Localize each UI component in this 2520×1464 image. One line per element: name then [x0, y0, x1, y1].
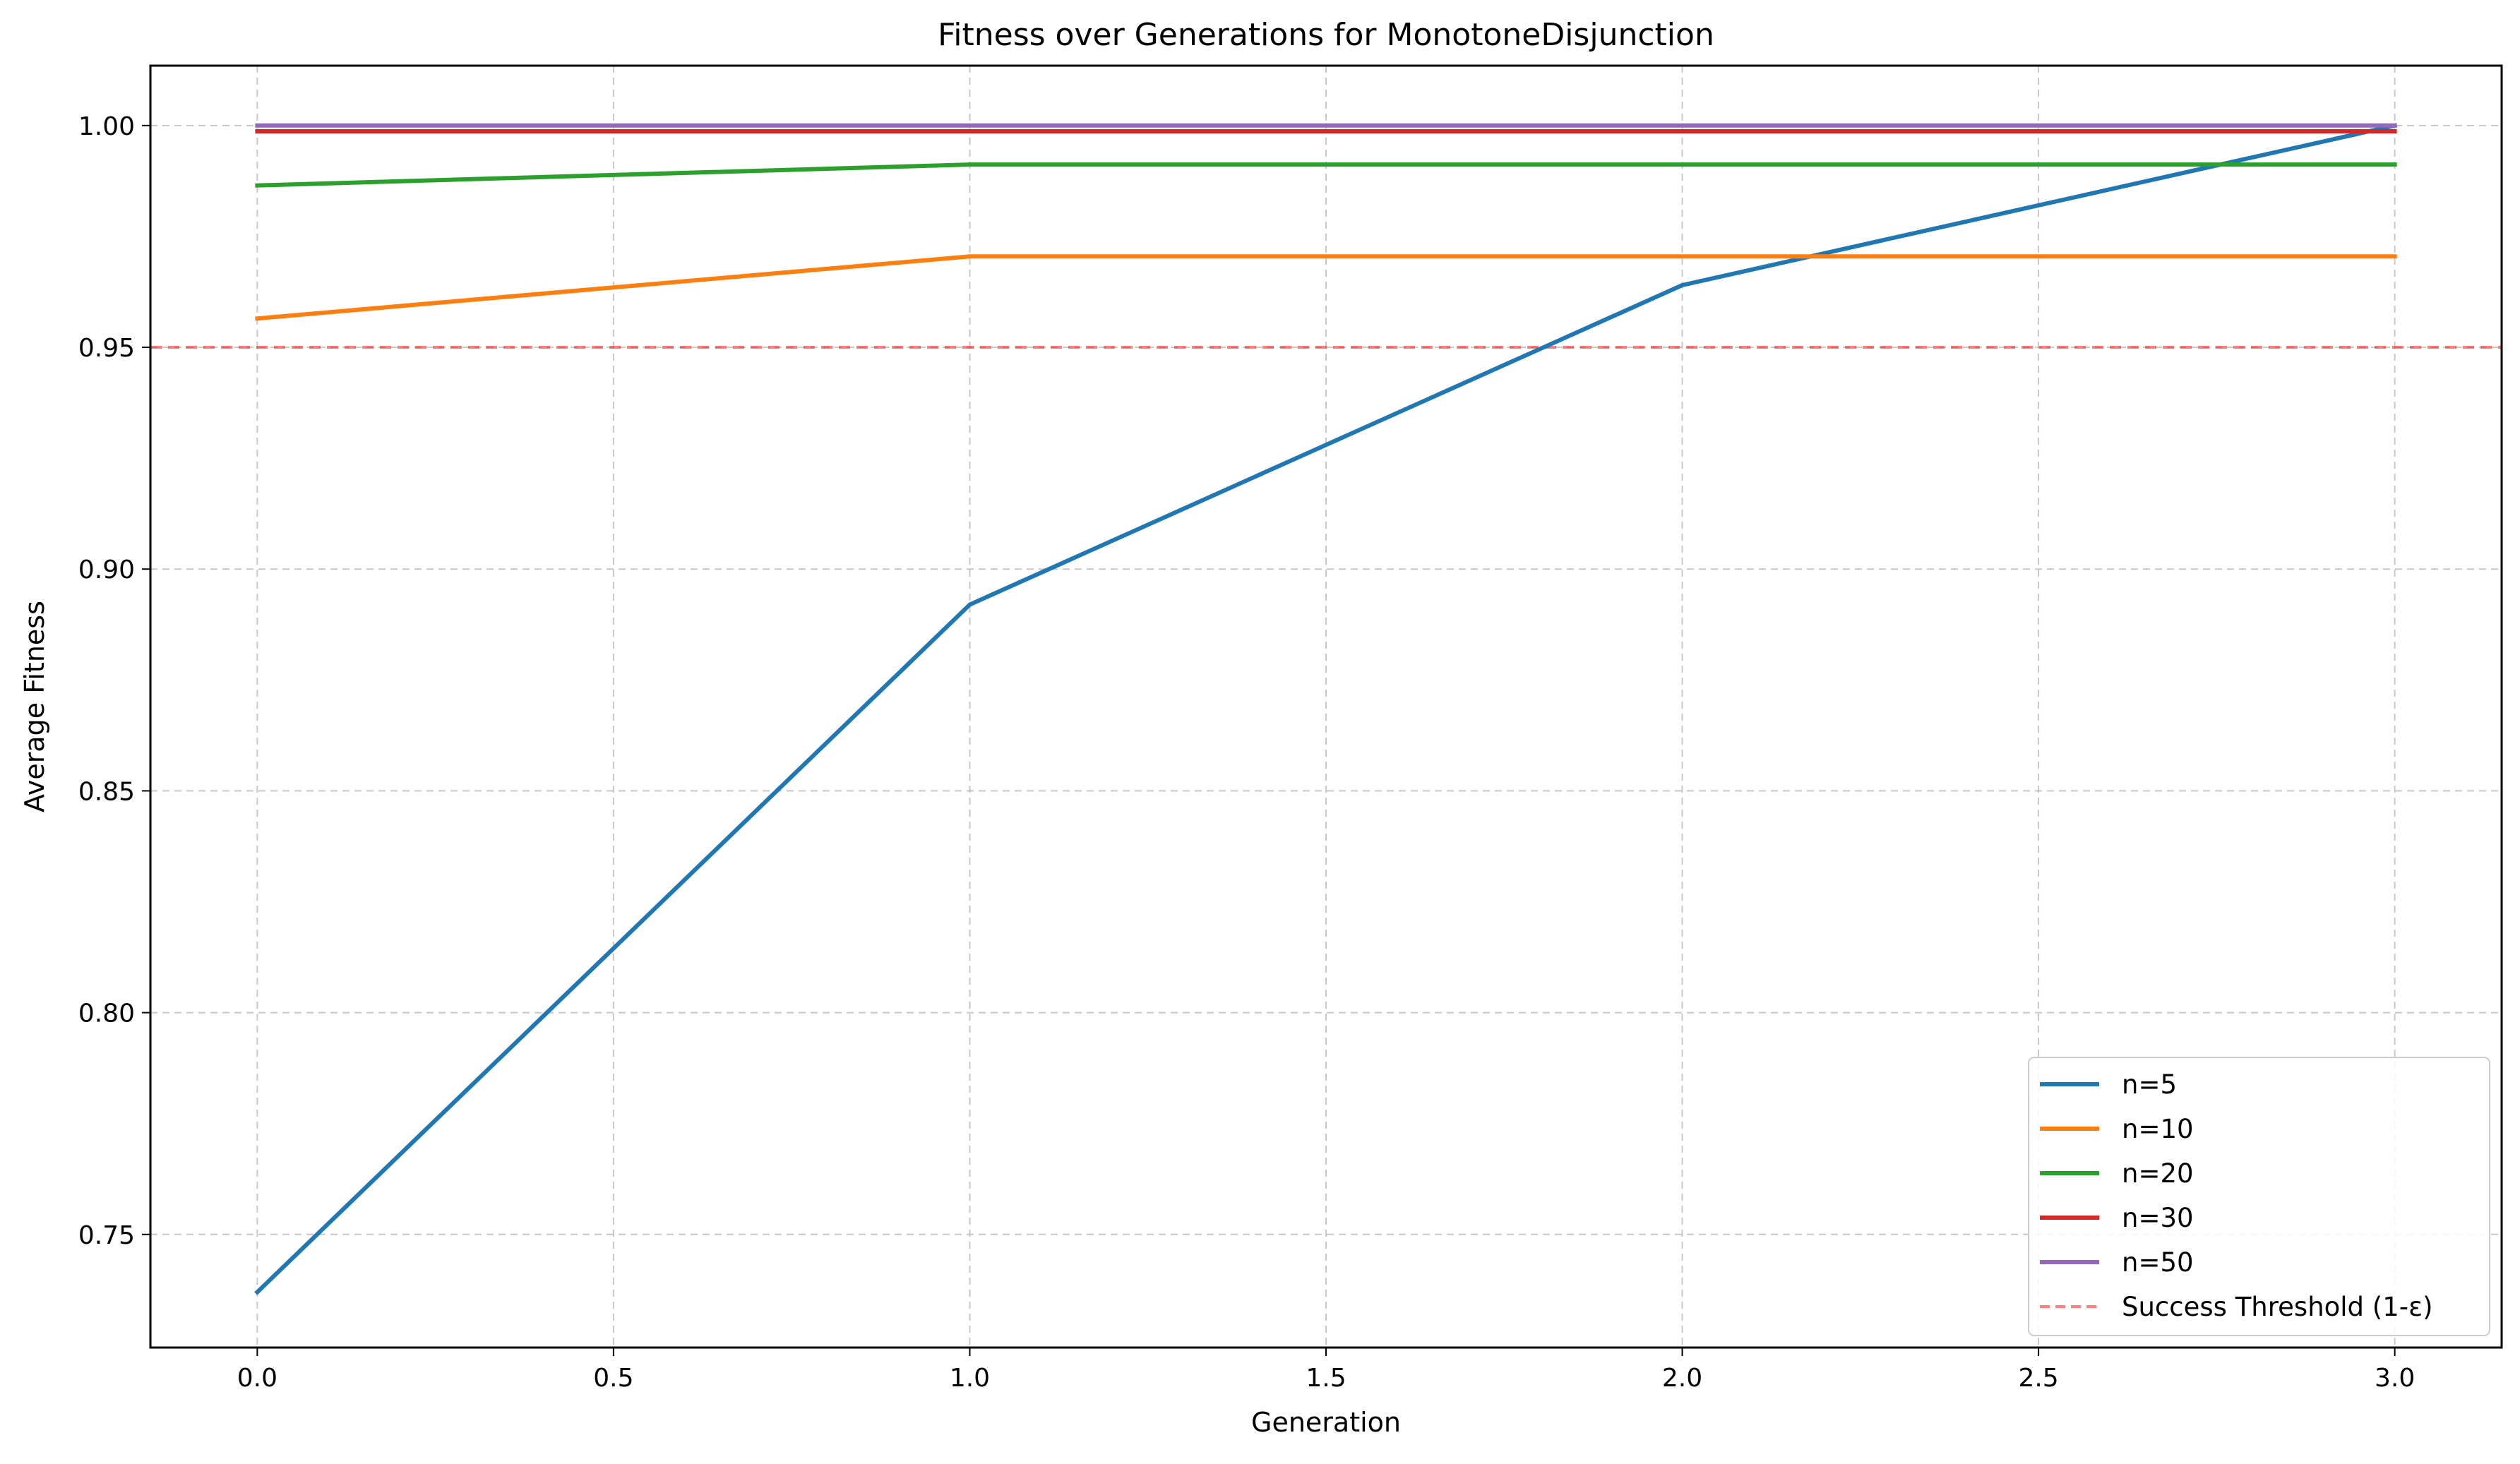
y-tick-label: 0.90	[78, 556, 135, 584]
x-tick-label: 2.0	[1662, 1364, 1702, 1393]
series-line-n-10	[255, 254, 2397, 321]
x-tick-label: 0.0	[237, 1364, 277, 1393]
legend-label: n=20	[2122, 1158, 2194, 1189]
series-line-n-5	[254, 123, 2398, 1295]
legend: n=5 n=10 n=20 n=30 n=50 Success Threshold (1-…	[2028, 1057, 2490, 1336]
x-tick-label: 1.0	[950, 1364, 990, 1393]
legend-box	[2028, 1057, 2490, 1336]
tick-layer: 0.0 0.5 1.0 1.5 2.0 2.5 3.0 0.75 0.80 0.85 0.90 0.9…	[78, 112, 2415, 1393]
series-layer	[254, 123, 2398, 1295]
y-axis-label: Average Fitness	[19, 601, 50, 812]
y-tick-label: 0.95	[78, 334, 135, 363]
series-line-n-20	[255, 162, 2397, 188]
x-tick-label: 2.5	[2018, 1364, 2058, 1393]
chart-title: Fitness over Generations for MonotoneDis…	[938, 17, 1714, 53]
x-axis-label: Generation	[1251, 1407, 1401, 1438]
legend-label: n=50	[2122, 1247, 2194, 1278]
x-tick-label: 1.5	[1306, 1364, 1346, 1393]
y-tick-label: 0.85	[78, 777, 135, 806]
legend-label: Success Threshold (1-ε)	[2122, 1292, 2433, 1322]
legend-label: n=5	[2122, 1069, 2177, 1100]
legend-label: n=10	[2122, 1114, 2194, 1144]
y-tick-label: 0.80	[78, 1000, 135, 1028]
y-tick-label: 1.00	[78, 112, 135, 141]
y-tick-label: 0.75	[78, 1221, 135, 1250]
legend-label: n=30	[2122, 1203, 2194, 1233]
x-tick-label: 3.0	[2375, 1364, 2415, 1393]
x-tick-label: 0.5	[593, 1364, 633, 1393]
